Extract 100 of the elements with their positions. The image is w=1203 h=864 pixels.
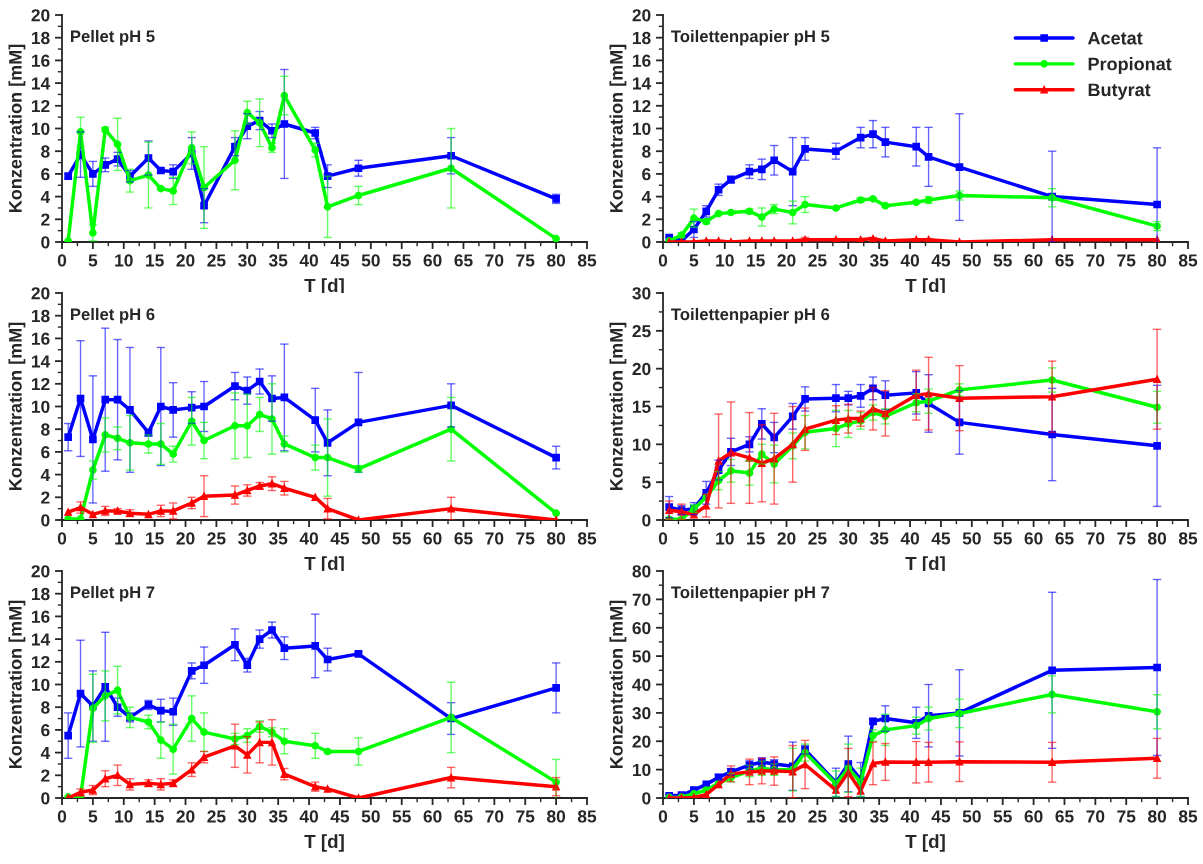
text: Toilettenpapier pH 5	[671, 29, 830, 46]
x-tick-label: 20	[777, 532, 796, 545]
x-tick-label: 60	[423, 532, 442, 545]
x-tick-label: 50	[962, 532, 981, 545]
y-axis-title: Konzentration [mM]	[609, 322, 627, 491]
text: Toilettenpapier pH 7	[671, 585, 830, 602]
x-tick-label: 60	[1024, 810, 1043, 823]
x-tick-label: 35	[268, 810, 288, 823]
x-tick-label: 40	[900, 532, 919, 545]
x-tick-label: 30	[238, 254, 257, 267]
y-tick-label: 10	[31, 400, 50, 413]
y-tick-label: 25	[632, 325, 651, 338]
y-tick-label: 80	[632, 565, 651, 578]
x-tick-label: 5	[88, 810, 98, 823]
y-tick-label: 0	[41, 236, 50, 249]
x-tick-label: 45	[330, 810, 350, 823]
y-tick-label: 2	[41, 769, 50, 782]
y-tick-label: 12	[632, 99, 651, 113]
x-tick-label: 30	[839, 532, 858, 545]
x-tick-label: 5	[88, 532, 98, 545]
x-tick-label: 80	[1148, 254, 1167, 267]
x-tick-label: 0	[57, 532, 67, 545]
x-tick-label: 70	[485, 532, 504, 545]
y-tick-label: 8	[41, 701, 50, 714]
x-tick-label: 30	[839, 254, 858, 267]
y-tick-label: 2	[41, 491, 50, 504]
y-tick-label: 0	[41, 514, 50, 527]
x-tick-label: 75	[516, 810, 535, 823]
y-tick-label: 10	[31, 122, 50, 135]
y-tick-label: 14	[31, 633, 51, 646]
x-tick-label: 10	[716, 810, 734, 823]
x-tick-label: 65	[454, 532, 473, 545]
x-tick-label: 5	[88, 254, 98, 267]
x-tick-label: 75	[1117, 532, 1136, 545]
x-axis-title: T [d]	[905, 834, 945, 852]
x-tick-label: 10	[115, 254, 133, 267]
x-tick-label: 50	[962, 810, 981, 823]
x-tick-label: 55	[993, 532, 1012, 545]
y-tick-label: 8	[41, 423, 50, 436]
x-tick-label: 80	[547, 254, 566, 267]
y-tick-label: 6	[41, 446, 50, 459]
x-tick-label: 85	[1178, 254, 1198, 267]
y-tick-label: 12	[31, 377, 50, 391]
x-tick-label: 20	[176, 810, 195, 823]
text: Pellet pH 5	[70, 29, 155, 46]
y-tick-label: 0	[642, 514, 651, 527]
y-tick-label: 70	[632, 593, 651, 606]
y-tick-label: 18	[632, 31, 651, 45]
text: Toilettenpapier pH 6	[671, 307, 830, 324]
y-tick-label: 60	[632, 621, 651, 635]
x-tick-label: 60	[423, 810, 442, 823]
x-tick-label: 25	[808, 810, 827, 823]
y-tick-label: 16	[632, 54, 651, 67]
y-tick-label: 10	[632, 438, 651, 451]
y-tick-label: 16	[31, 54, 50, 67]
x-tick-label: 35	[268, 532, 288, 545]
y-axis-title: Konzentration [mM]	[609, 44, 627, 213]
x-tick-label: 45	[931, 810, 951, 823]
x-tick-label: 20	[777, 810, 796, 823]
x-tick-label: 20	[176, 532, 195, 545]
y-tick-label: 18	[31, 587, 50, 601]
y-tick-label: 0	[41, 792, 50, 805]
y-tick-label: 50	[632, 650, 651, 663]
y-tick-label: 12	[31, 99, 50, 113]
y-tick-label: 10	[31, 678, 50, 691]
x-axis-title: T [d]	[304, 834, 344, 852]
x-tick-label: 30	[839, 810, 858, 823]
y-tick-label: 6	[41, 724, 50, 737]
x-tick-label: 10	[716, 254, 734, 267]
y-tick-label: 30	[632, 287, 651, 300]
y-tick-label: 10	[632, 122, 651, 135]
x-tick-label: 0	[658, 254, 668, 267]
x-tick-label: 85	[577, 254, 597, 267]
x-tick-label: 40	[900, 810, 919, 823]
x-tick-label: 25	[207, 532, 226, 545]
x-tick-label: 55	[392, 254, 411, 267]
x-tick-label: 10	[716, 532, 734, 545]
x-tick-label: 15	[747, 810, 765, 823]
y-tick-label: 8	[41, 145, 50, 158]
x-tick-label: 25	[207, 810, 226, 823]
y-tick-label: 0	[642, 236, 651, 249]
x-tick-label: 25	[808, 532, 827, 545]
x-tick-label: 55	[392, 810, 411, 823]
y-tick-label: 14	[31, 77, 51, 90]
x-tick-label: 15	[146, 254, 164, 267]
x-tick-label: 30	[238, 810, 257, 823]
text: Pellet pH 7	[70, 585, 155, 602]
y-tick-label: 6	[41, 168, 50, 181]
y-tick-label: 4	[40, 746, 51, 759]
x-tick-label: 55	[392, 532, 411, 545]
y-axis-title: Konzentration [mM]	[8, 600, 26, 769]
x-tick-label: 5	[689, 810, 699, 823]
x-tick-label: 65	[454, 810, 473, 823]
y-tick-label: 6	[642, 168, 651, 181]
x-tick-label: 40	[900, 254, 919, 267]
y-tick-label: 4	[40, 468, 51, 481]
x-tick-label: 35	[869, 532, 889, 545]
y-tick-label: 8	[642, 145, 651, 158]
x-tick-label: 0	[57, 254, 67, 267]
y-tick-label: 15	[632, 400, 651, 413]
